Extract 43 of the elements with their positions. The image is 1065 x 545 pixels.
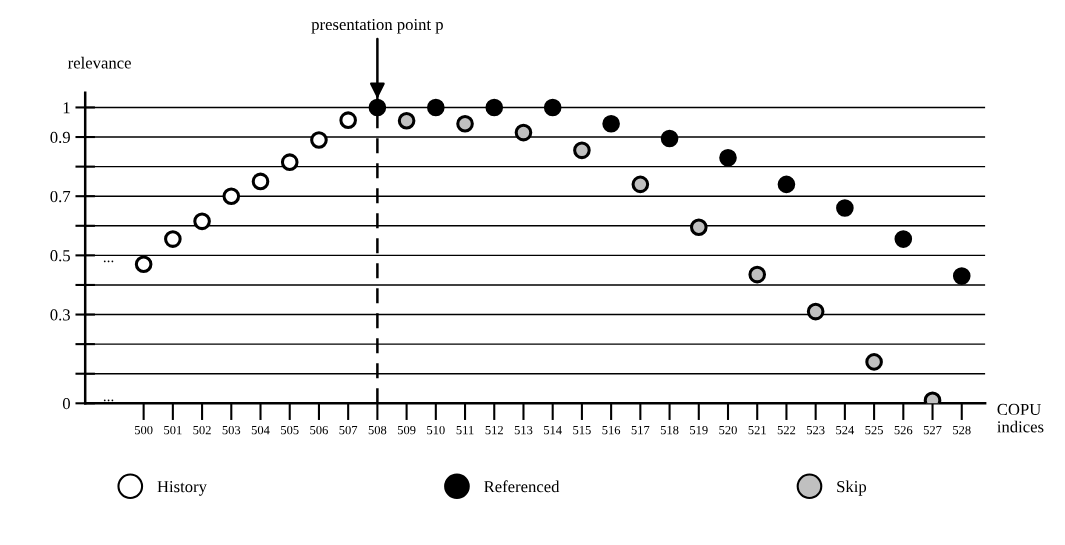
x-tick-label: 524 xyxy=(836,425,855,435)
y-tick-label: 0.5 xyxy=(50,250,70,262)
text: ... xyxy=(103,399,114,402)
x-tick-label: 509 xyxy=(397,425,416,435)
x-tick-label: 516 xyxy=(602,425,621,435)
x-tick-label: 503 xyxy=(222,425,241,435)
x-tick-label: 500 xyxy=(134,425,153,435)
x-tick-label: 510 xyxy=(427,425,445,435)
x-tick-label: 511 xyxy=(456,425,474,435)
text: ... xyxy=(103,260,114,263)
x-tick-label: 504 xyxy=(251,425,270,435)
x-tick-label: 517 xyxy=(631,425,650,435)
x-tick-label: 526 xyxy=(894,425,913,435)
x-axis-title: COPU indices xyxy=(997,403,1044,433)
x-tick-label: 527 xyxy=(923,425,942,435)
legend-label: History xyxy=(157,481,207,496)
x-tick-label: 506 xyxy=(310,425,328,435)
x-tick-label: 514 xyxy=(544,425,562,435)
legend-label: Skip xyxy=(837,480,867,496)
x-tick-label: 525 xyxy=(865,425,883,435)
y-tick-label: 0.9 xyxy=(50,131,70,144)
x-tick-label: 512 xyxy=(485,425,503,435)
x-tick-label: 508 xyxy=(368,425,387,435)
y-tick-label: 0.7 xyxy=(50,190,71,203)
ref-line-label: presentation point p xyxy=(311,18,443,34)
x-tick-label: 502 xyxy=(193,425,211,435)
x-tick-label: 522 xyxy=(777,425,796,435)
x-tick-label: 513 xyxy=(514,425,533,435)
x-tick-label: 523 xyxy=(807,425,825,435)
x-tick-label: 528 xyxy=(953,425,971,435)
x-tick-label: 521 xyxy=(748,425,766,435)
x-tick-label: 519 xyxy=(690,425,708,435)
y-tick-label: 0 xyxy=(62,398,70,410)
y-tick-label: 1 xyxy=(63,102,70,114)
y-axis-title: relevance xyxy=(68,56,131,69)
x-tick-label: 501 xyxy=(164,425,182,435)
y-tick-label: 0.3 xyxy=(50,309,70,321)
x-tick-label: 520 xyxy=(719,425,737,435)
legend-label: Referenced xyxy=(484,480,560,493)
x-tick-label: 507 xyxy=(339,425,358,435)
x-tick-label: 518 xyxy=(660,425,679,435)
x-tick-label: 505 xyxy=(281,425,299,435)
x-tick-label: 515 xyxy=(573,425,591,435)
